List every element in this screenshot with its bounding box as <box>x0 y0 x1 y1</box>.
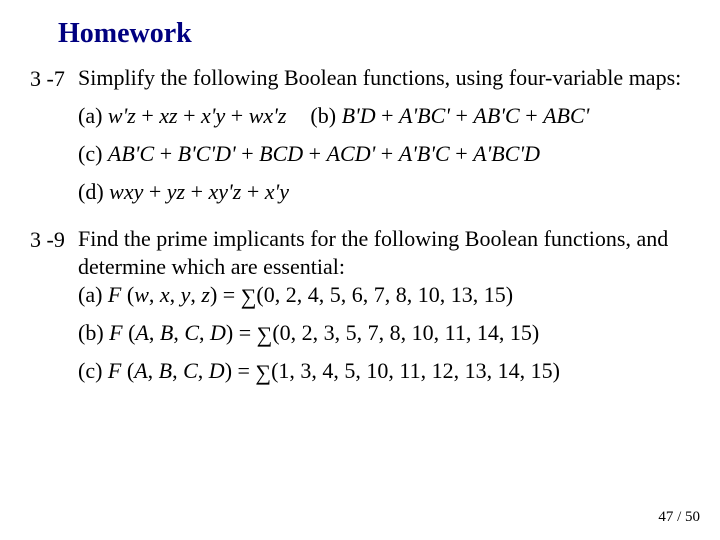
q2-line-b: (b) F (A, B, C, D) = ∑(0, 2, 3, 5, 7, 8,… <box>30 319 690 347</box>
question-number: 3 -7 <box>30 64 78 92</box>
q1-part-c: (c) AB'C + B'C'D' + BCD + ACD' + A'B'C +… <box>78 140 690 168</box>
slide: Homework 3 -7 Simplify the following Boo… <box>0 0 720 540</box>
q1-part-b: (b) B'D + A'BC' + AB'C + ABC' <box>310 102 589 130</box>
page-number: 47 / 50 <box>658 509 700 526</box>
indent <box>30 319 78 347</box>
q2-part-a: (a) F (w, x, y, z) = ∑(0, 2, 4, 5, 6, 7,… <box>78 282 513 307</box>
question-number: 3 -9 <box>30 225 78 253</box>
q1-line-c: (c) AB'C + B'C'D' + BCD + ACD' + A'B'C +… <box>30 140 690 168</box>
q2-line-c: (c) F (A, B, C, D) = ∑(1, 3, 4, 5, 10, 1… <box>30 357 690 385</box>
q1-line-d: (d) wxy + yz + xy'z + x'y <box>30 178 690 206</box>
indent <box>30 140 78 168</box>
q2-prompt-text: Find the prime implicants for the follow… <box>78 226 668 279</box>
q1-part-a: (a) w'z + xz + x'y + wx'z <box>78 102 286 130</box>
q1-part-d: (d) wxy + yz + xy'z + x'y <box>78 178 690 206</box>
question-prompt: Find the prime implicants for the follow… <box>78 225 690 309</box>
question-prompt: Simplify the following Boolean functions… <box>78 64 690 92</box>
question-3-9: 3 -9 Find the prime implicants for the f… <box>30 225 690 309</box>
q2-part-b: (b) F (A, B, C, D) = ∑(0, 2, 3, 5, 7, 8,… <box>78 319 690 347</box>
indent <box>30 102 78 130</box>
q1-line-ab: (a) w'z + xz + x'y + wx'z (b) B'D + A'BC… <box>30 102 690 130</box>
question-3-7: 3 -7 Simplify the following Boolean func… <box>30 64 690 92</box>
slide-title: Homework <box>58 18 690 50</box>
indent <box>30 357 78 385</box>
q2-part-c: (c) F (A, B, C, D) = ∑(1, 3, 4, 5, 10, 1… <box>78 357 690 385</box>
indent <box>30 178 78 206</box>
